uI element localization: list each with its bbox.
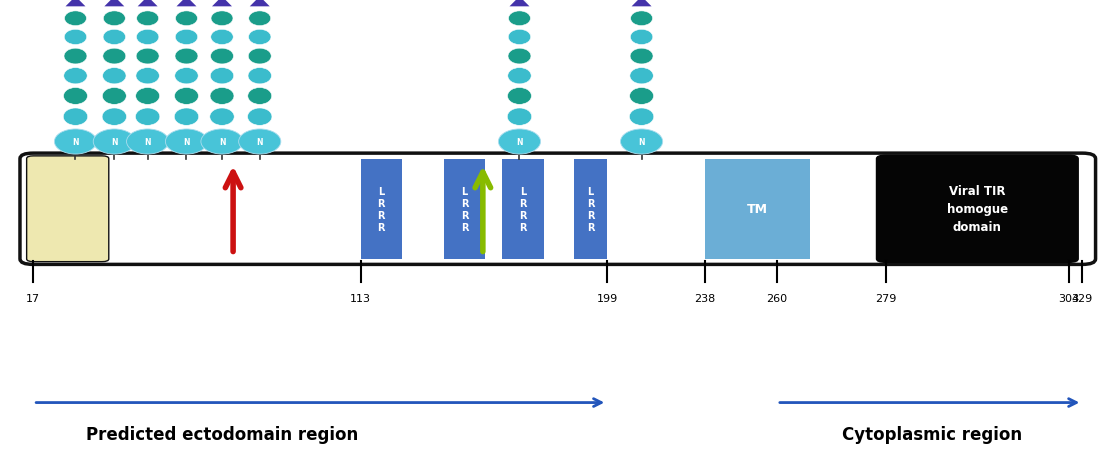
Ellipse shape bbox=[174, 68, 199, 85]
Ellipse shape bbox=[248, 68, 272, 85]
Ellipse shape bbox=[508, 30, 531, 46]
Ellipse shape bbox=[211, 12, 233, 26]
Polygon shape bbox=[250, 0, 270, 7]
Ellipse shape bbox=[629, 88, 654, 105]
Text: N: N bbox=[638, 138, 645, 147]
Ellipse shape bbox=[249, 12, 271, 26]
FancyBboxPatch shape bbox=[444, 159, 485, 259]
Text: N: N bbox=[72, 138, 79, 147]
Ellipse shape bbox=[239, 130, 281, 155]
Text: 304: 304 bbox=[1058, 293, 1080, 303]
Text: N: N bbox=[516, 138, 523, 147]
Text: L
R
R
R: L R R R bbox=[377, 187, 385, 232]
Ellipse shape bbox=[620, 130, 663, 155]
Text: N: N bbox=[219, 138, 225, 147]
Text: 260: 260 bbox=[766, 293, 788, 303]
Ellipse shape bbox=[63, 109, 88, 126]
Text: N: N bbox=[256, 138, 263, 147]
FancyBboxPatch shape bbox=[20, 154, 1096, 265]
Polygon shape bbox=[104, 0, 124, 7]
Ellipse shape bbox=[630, 12, 653, 26]
Ellipse shape bbox=[63, 68, 88, 85]
Ellipse shape bbox=[248, 88, 272, 105]
Ellipse shape bbox=[137, 12, 159, 26]
Ellipse shape bbox=[135, 68, 160, 85]
Ellipse shape bbox=[103, 30, 125, 46]
Text: Cytoplasmic region: Cytoplasmic region bbox=[842, 425, 1022, 444]
Text: N: N bbox=[144, 138, 151, 147]
Ellipse shape bbox=[630, 49, 653, 65]
Ellipse shape bbox=[210, 88, 234, 105]
Ellipse shape bbox=[507, 88, 532, 105]
Ellipse shape bbox=[54, 130, 97, 155]
Ellipse shape bbox=[629, 68, 654, 85]
Ellipse shape bbox=[507, 68, 532, 85]
FancyBboxPatch shape bbox=[876, 155, 1079, 263]
Text: 329: 329 bbox=[1071, 293, 1093, 303]
Ellipse shape bbox=[249, 49, 271, 65]
Text: Viral TIR
homogue
domain: Viral TIR homogue domain bbox=[947, 185, 1008, 234]
Ellipse shape bbox=[630, 30, 653, 46]
Ellipse shape bbox=[165, 130, 208, 155]
Text: L
R
R
R: L R R R bbox=[587, 187, 594, 232]
Polygon shape bbox=[138, 0, 158, 7]
Ellipse shape bbox=[211, 30, 233, 46]
Ellipse shape bbox=[629, 109, 654, 126]
Ellipse shape bbox=[137, 30, 159, 46]
Ellipse shape bbox=[103, 12, 125, 26]
Text: TM: TM bbox=[747, 203, 768, 216]
FancyBboxPatch shape bbox=[705, 159, 810, 259]
Text: N: N bbox=[111, 138, 118, 147]
FancyBboxPatch shape bbox=[27, 157, 109, 262]
Ellipse shape bbox=[174, 109, 199, 126]
Ellipse shape bbox=[135, 88, 160, 105]
Ellipse shape bbox=[210, 68, 234, 85]
FancyBboxPatch shape bbox=[502, 159, 544, 259]
Ellipse shape bbox=[102, 68, 127, 85]
Ellipse shape bbox=[135, 109, 160, 126]
Polygon shape bbox=[176, 0, 196, 7]
Text: Predicted ectodomain region: Predicted ectodomain region bbox=[85, 425, 359, 444]
Ellipse shape bbox=[64, 49, 87, 65]
Ellipse shape bbox=[508, 12, 531, 26]
Ellipse shape bbox=[211, 49, 233, 65]
Text: N: N bbox=[183, 138, 190, 147]
Ellipse shape bbox=[175, 49, 198, 65]
Polygon shape bbox=[632, 0, 652, 7]
Ellipse shape bbox=[175, 30, 198, 46]
Ellipse shape bbox=[248, 109, 272, 126]
Text: L
R
R
R: L R R R bbox=[519, 187, 526, 232]
Ellipse shape bbox=[201, 130, 243, 155]
Ellipse shape bbox=[249, 30, 271, 46]
Ellipse shape bbox=[137, 49, 159, 65]
Text: 238: 238 bbox=[694, 293, 716, 303]
Ellipse shape bbox=[508, 49, 531, 65]
Ellipse shape bbox=[102, 88, 127, 105]
Ellipse shape bbox=[63, 88, 88, 105]
Text: 199: 199 bbox=[596, 293, 618, 303]
Ellipse shape bbox=[127, 130, 169, 155]
Ellipse shape bbox=[498, 130, 541, 155]
Text: 279: 279 bbox=[875, 293, 897, 303]
FancyBboxPatch shape bbox=[574, 159, 607, 259]
Ellipse shape bbox=[174, 88, 199, 105]
Ellipse shape bbox=[64, 30, 87, 46]
Polygon shape bbox=[509, 0, 529, 7]
Ellipse shape bbox=[102, 109, 127, 126]
Polygon shape bbox=[212, 0, 232, 7]
Ellipse shape bbox=[93, 130, 135, 155]
Ellipse shape bbox=[210, 109, 234, 126]
Text: 17: 17 bbox=[27, 293, 40, 303]
Ellipse shape bbox=[64, 12, 87, 26]
Ellipse shape bbox=[175, 12, 198, 26]
Text: L
R
R
R: L R R R bbox=[461, 187, 468, 232]
Polygon shape bbox=[65, 0, 85, 7]
FancyBboxPatch shape bbox=[361, 159, 402, 259]
Ellipse shape bbox=[507, 109, 532, 126]
Ellipse shape bbox=[103, 49, 125, 65]
Text: 113: 113 bbox=[351, 293, 371, 303]
